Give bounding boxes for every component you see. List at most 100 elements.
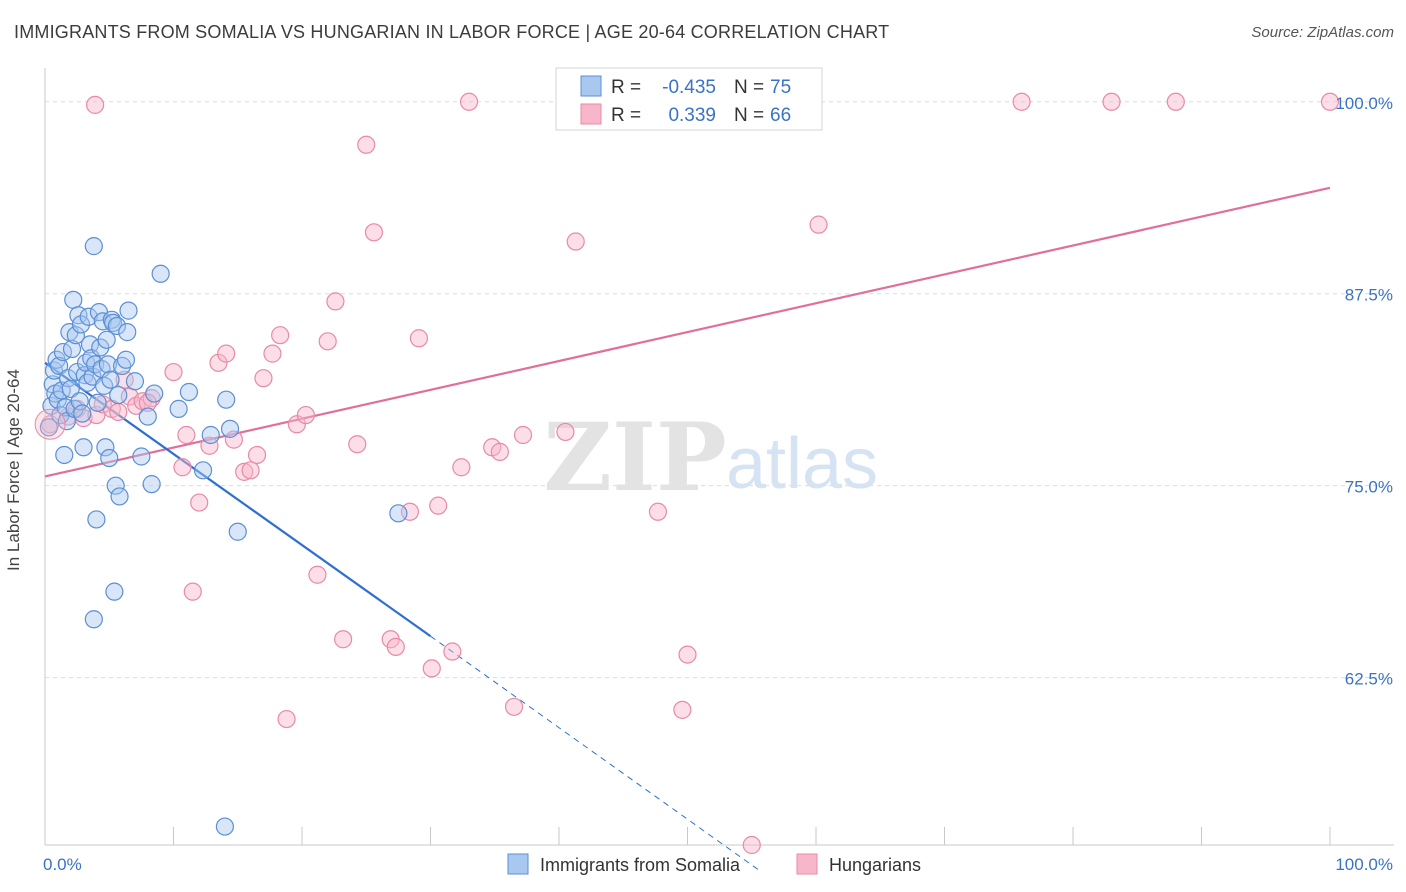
series-legend: Immigrants from Somalia Hungarians	[507, 853, 921, 875]
point-somalia-24	[71, 315, 91, 334]
point-hungarians-45	[452, 458, 471, 477]
point-hungarians-21	[224, 430, 243, 449]
point-hungarians-35	[348, 435, 367, 454]
watermark-zip: ZIP	[543, 403, 726, 513]
point-somalia-11	[55, 445, 74, 465]
point-hungarians-23	[241, 461, 260, 480]
point-hungarians-15	[177, 425, 196, 445]
stats-legend-r-label-1: R =	[611, 105, 641, 126]
point-hungarians-20	[217, 344, 236, 363]
point-hungarians-40	[400, 502, 420, 521]
stats-legend-n-label-1: N =	[734, 105, 764, 126]
point-hungarians-58	[809, 215, 828, 234]
source-prefix: Source:	[1251, 24, 1308, 41]
point-somalia-64	[151, 264, 170, 283]
point-somalia-26	[74, 438, 93, 457]
trend-line-somalia	[44, 361, 432, 638]
point-hungarians-17	[190, 493, 209, 512]
source-credit: Source: ZipAtlas.com	[1251, 24, 1394, 41]
point-hungarians-10	[127, 396, 146, 415]
point-somalia-71	[220, 419, 240, 438]
point-hungarians-57	[678, 645, 697, 664]
point-hungarians-36	[357, 135, 376, 154]
point-hungarians-24	[247, 445, 267, 465]
point-somalia-18	[64, 290, 83, 309]
point-somalia-73	[215, 817, 234, 836]
point-somalia-56	[116, 350, 136, 369]
point-hungarians-16	[183, 582, 202, 601]
stats-legend-r-value-1: 0.339	[668, 105, 716, 126]
point-somalia-66	[179, 382, 199, 402]
point-hungarians-62	[1320, 92, 1340, 111]
point-hungarians-42	[422, 659, 441, 678]
point-somalia-72	[84, 610, 103, 629]
point-hungarians-55	[648, 502, 668, 521]
point-hungarians-41	[409, 329, 429, 348]
stats-legend-r-label-0: R =	[611, 77, 641, 98]
point-somalia-50	[105, 582, 124, 601]
point-somalia-65	[169, 399, 188, 418]
point-somalia-37	[88, 393, 107, 412]
point-somalia-59	[125, 372, 145, 391]
point-hungarians-14	[173, 458, 192, 477]
point-somalia-25	[73, 404, 92, 423]
point-hungarians-31	[308, 565, 327, 584]
point-somalia-20	[66, 326, 85, 345]
point-somalia-17	[62, 339, 82, 359]
chart-title: IMMIGRANTS FROM SOMALIA VS HUNGARIAN IN …	[14, 22, 890, 42]
point-somalia-44	[97, 330, 116, 349]
point-hungarians-30	[296, 405, 315, 425]
point-somalia-61	[138, 407, 157, 426]
point-somalia-34	[84, 237, 103, 256]
point-somalia-67	[193, 461, 213, 480]
point-hungarians-22	[235, 462, 254, 481]
point-somalia-51	[106, 476, 125, 495]
x-tick-label-1: 100.0%	[1335, 855, 1393, 874]
data-points	[34, 92, 1340, 855]
point-somalia-31	[80, 335, 100, 354]
gridlines	[45, 101, 1390, 679]
point-hungarians-7	[109, 402, 128, 422]
point-somalia-74	[389, 504, 408, 523]
series-legend-swatch-1	[796, 853, 818, 875]
point-somalia-36	[87, 510, 106, 529]
y-tick-label-2: 87.5%	[1345, 286, 1393, 305]
point-hungarians-33	[326, 292, 345, 311]
point-somalia-0	[39, 418, 58, 437]
point-hungarians-48	[490, 442, 509, 461]
point-hungarians-59	[1012, 92, 1031, 111]
point-hungarians-51	[556, 422, 575, 442]
x-tick-label-0: 0.0%	[43, 855, 82, 874]
stats-legend-n-value-1: 66	[770, 105, 791, 126]
point-somalia-68	[201, 425, 220, 445]
tick-labels: 62.5% 75.0% 87.5% 100.0% 0.0% 100.0%	[43, 94, 1393, 874]
point-somalia-57	[118, 323, 137, 342]
point-somalia-54	[110, 487, 129, 506]
stats-legend-n-value-0: 75	[770, 77, 791, 98]
point-hungarians-19	[209, 353, 228, 372]
point-hungarians-64	[742, 835, 761, 855]
stats-legend-swatch-1	[580, 103, 602, 125]
point-somalia-53	[109, 385, 128, 405]
point-hungarians-50	[513, 425, 533, 445]
point-hungarians-39	[386, 637, 405, 657]
point-hungarians-13	[164, 362, 183, 382]
point-somalia-46	[100, 448, 119, 468]
point-somalia-63	[145, 384, 164, 403]
point-hungarians-44	[443, 642, 462, 661]
point-hungarians-25	[254, 369, 273, 388]
y-tick-label-0: 62.5%	[1345, 670, 1393, 689]
series-legend-label-0: Immigrants from Somalia	[540, 855, 741, 875]
series-legend-swatch-0	[507, 853, 529, 875]
y-tick-label-3: 100.0%	[1335, 94, 1393, 113]
point-hungarians-28	[277, 709, 296, 729]
stats-legend-r-value-0: -0.435	[662, 77, 716, 98]
point-hungarians-cluster	[34, 408, 66, 440]
trend-line-hungarians	[44, 186, 1331, 478]
point-somalia-7	[50, 356, 69, 376]
point-hungarians-49	[504, 697, 524, 716]
point-hungarians-60	[1102, 92, 1121, 111]
source-name: ZipAtlas.com	[1307, 24, 1394, 41]
point-hungarians-61	[1166, 92, 1185, 111]
